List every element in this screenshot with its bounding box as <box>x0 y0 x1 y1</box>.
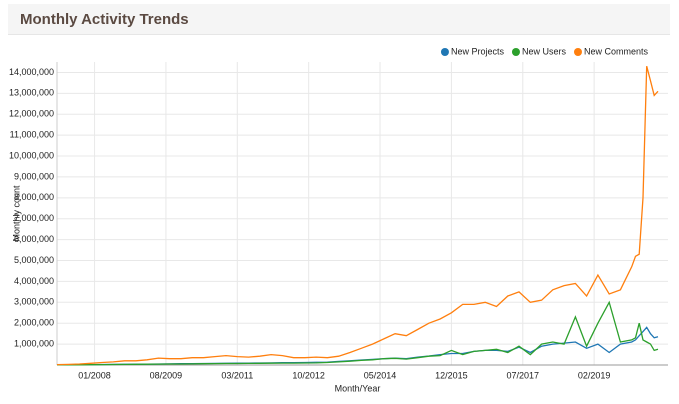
x-tick-label: 12/2015 <box>435 370 468 380</box>
x-tick-label: 10/2012 <box>292 370 325 380</box>
x-tick-label: 02/2019 <box>578 370 611 380</box>
y-tick-label: 10,000,000 <box>9 150 54 160</box>
series-line <box>56 300 659 366</box>
y-tick-label: 7,000,000 <box>14 213 54 223</box>
legend-label: New Users <box>522 46 567 56</box>
y-tick-label: 1,000,000 <box>14 338 54 348</box>
series-line <box>56 66 659 366</box>
x-tick-label: 01/2008 <box>78 370 111 380</box>
y-tick-label: 3,000,000 <box>14 297 54 307</box>
y-tick-label: 2,000,000 <box>14 318 54 328</box>
y-tick-label: 6,000,000 <box>14 234 54 244</box>
header: Monthly Activity Trends <box>8 4 670 35</box>
y-tick-label: 4,000,000 <box>14 276 54 286</box>
y-tick-label: 13,000,000 <box>9 88 54 98</box>
legend-marker <box>440 48 449 56</box>
legend-label: New Comments <box>584 46 649 56</box>
x-axis-title: Month/Year <box>335 383 381 393</box>
x-tick-label: 03/2011 <box>221 370 253 380</box>
y-tick-label: 11,000,000 <box>10 130 54 140</box>
y-axis-title: Monthly count <box>11 185 21 242</box>
x-tick-label: 05/2014 <box>364 370 397 380</box>
x-tick-label: 08/2009 <box>150 370 183 380</box>
x-tick-label: 07/2017 <box>507 370 540 380</box>
legend-marker <box>573 48 582 56</box>
chart-title: Monthly Activity Trends <box>20 11 189 28</box>
legend-marker <box>511 48 520 56</box>
legend-label: New Projects <box>451 46 505 56</box>
y-tick-label: 12,000,000 <box>9 109 54 119</box>
y-tick-label: 8,000,000 <box>14 192 54 202</box>
y-tick-label: 9,000,000 <box>14 171 54 181</box>
y-tick-label: 14,000,000 <box>9 67 54 77</box>
y-tick-label: 5,000,000 <box>14 255 54 265</box>
